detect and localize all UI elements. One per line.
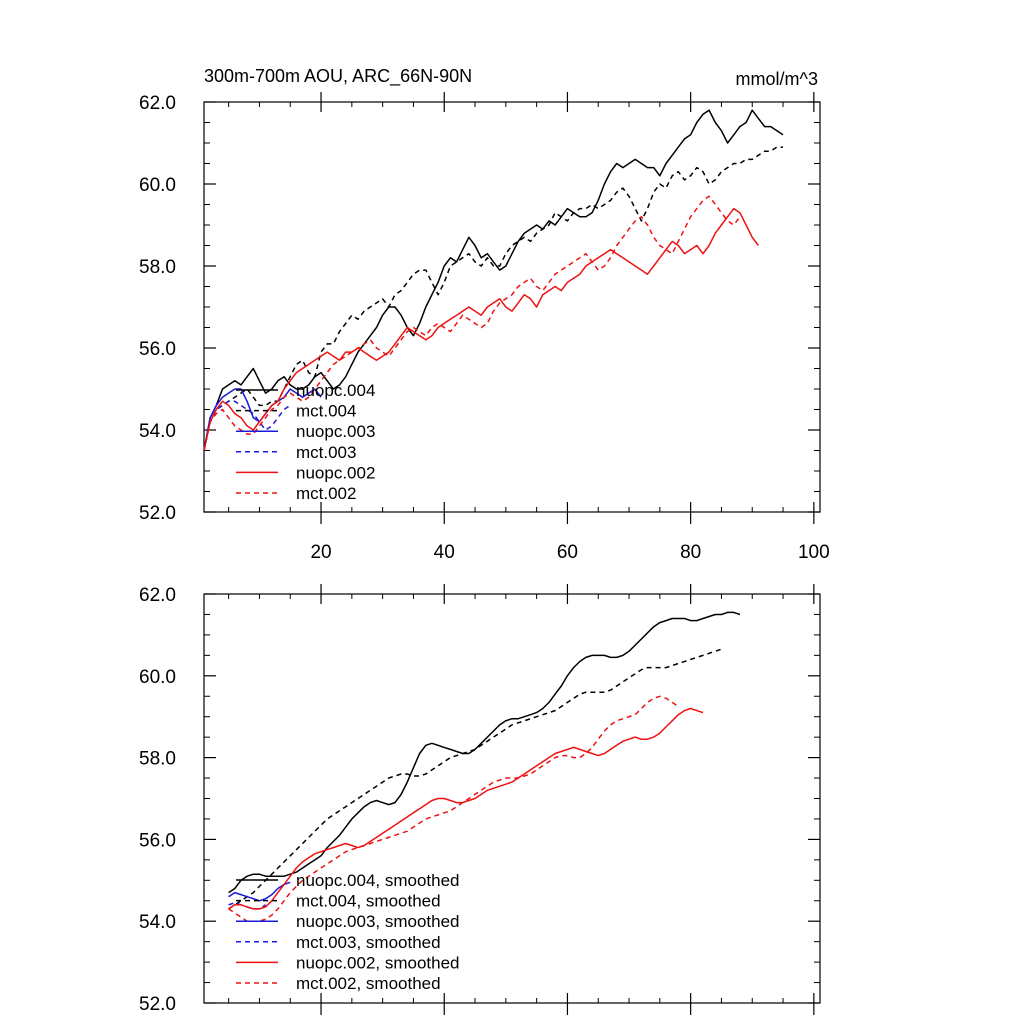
y-tick-label: 58.0 — [139, 749, 176, 770]
series-line-nuopc-004-smoothed — [228, 611, 741, 894]
legend-label: mct.003 — [296, 443, 356, 462]
x-tick-label: 20 — [310, 542, 331, 563]
y-tick-label: 56.0 — [139, 339, 176, 360]
legend-label: nuopc.003, smoothed — [296, 912, 460, 931]
y-tick-label: 52.0 — [139, 503, 176, 524]
series-line-nuopc-002 — [203, 207, 759, 451]
series-line-mct-003 — [203, 400, 291, 451]
legend-label: nuopc.004, smoothed — [296, 871, 460, 890]
legend-label: nuopc.002, smoothed — [296, 953, 460, 972]
legend-label: mct.002 — [296, 484, 356, 503]
y-tick-label: 62.0 — [139, 93, 176, 114]
x-tick-label: 100 — [798, 542, 830, 563]
series-line-nuopc-004 — [203, 109, 784, 451]
x-tick-label: 60 — [557, 542, 578, 563]
y-tick-label: 60.0 — [139, 175, 176, 196]
y-tick-label: 54.0 — [139, 912, 176, 933]
units-label: mmol/m^3 — [736, 69, 818, 89]
figure-title: 300m-700m AOU, ARC_66N-90N — [204, 66, 472, 87]
legend-label: nuopc.003 — [296, 422, 375, 441]
legend-label: nuopc.002 — [296, 463, 375, 482]
y-tick-label: 60.0 — [139, 667, 176, 688]
series-line-nuopc-003-smoothed — [228, 881, 291, 902]
bottom-panel: 52.0 54.0 56.0 58.0 60.0 62.0 nuopc.004, smoot… — [139, 584, 821, 1015]
series-line-mct-004-smoothed — [228, 648, 722, 910]
x-tick-label: 40 — [434, 542, 455, 563]
y-tick-label: 52.0 — [139, 994, 176, 1015]
legend-label: nuopc.004 — [296, 381, 375, 400]
y-tick-label: 54.0 — [139, 421, 176, 442]
series-line-mct-002 — [203, 195, 741, 451]
legend-label: mct.004, smoothed — [296, 892, 441, 911]
legend-label: mct.004 — [296, 402, 356, 421]
y-tick-label: 62.0 — [139, 585, 176, 606]
top-panel: 20 40 60 80 100 52.0 54.0 56.0 58.0 60.0 62.0 nuopc… — [139, 92, 830, 563]
y-tick-label: 56.0 — [139, 830, 176, 851]
series-line-nuopc-002-smoothed — [228, 707, 704, 910]
legend-label: mct.002, smoothed — [296, 974, 441, 993]
series-line-mct-002-smoothed — [228, 695, 679, 922]
legend-label: mct.003, smoothed — [296, 933, 441, 952]
y-tick-label: 58.0 — [139, 257, 176, 278]
series-line-mct-004 — [203, 146, 783, 451]
x-tick-label: 80 — [680, 542, 701, 563]
